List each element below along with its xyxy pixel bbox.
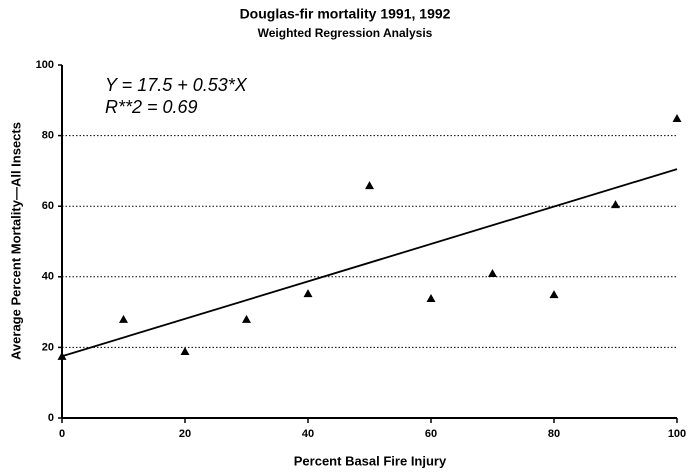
x-axis-label: Percent Basal Fire Injury [294,453,447,468]
x-tick-label: 100 [668,428,686,440]
point [303,289,313,298]
point [426,294,436,303]
x-tick-label: 40 [302,428,314,440]
point [488,268,497,277]
x-tick-label: 80 [548,428,560,440]
point [549,290,559,299]
chart-subtitle: Weighted Regression Analysis [258,26,433,40]
point [672,114,682,123]
y-tick-label: 80 [42,130,54,142]
y-tick-label: 100 [36,59,54,71]
y-tick-label: 20 [42,341,54,353]
y-tick-label: 40 [42,271,54,283]
point [242,314,251,323]
point [365,181,374,190]
chart-title: Douglas-fir mortality 1991, 1992 [240,6,451,22]
x-tick-label: 20 [179,428,191,440]
point [180,346,190,355]
point [611,200,620,209]
x-tick-label: 60 [425,428,437,440]
annotation: Y = 17.5 + 0.53*X [105,75,248,95]
y-axis-label: Average Percent Mortality—All Insects [8,122,23,360]
y-tick-label: 60 [42,200,54,212]
annotation: R**2 = 0.69 [105,97,198,117]
point [119,314,128,323]
y-tick-label: 0 [48,412,54,424]
point [57,351,67,360]
regression-line [61,168,678,358]
x-tick-label: 0 [59,428,65,440]
